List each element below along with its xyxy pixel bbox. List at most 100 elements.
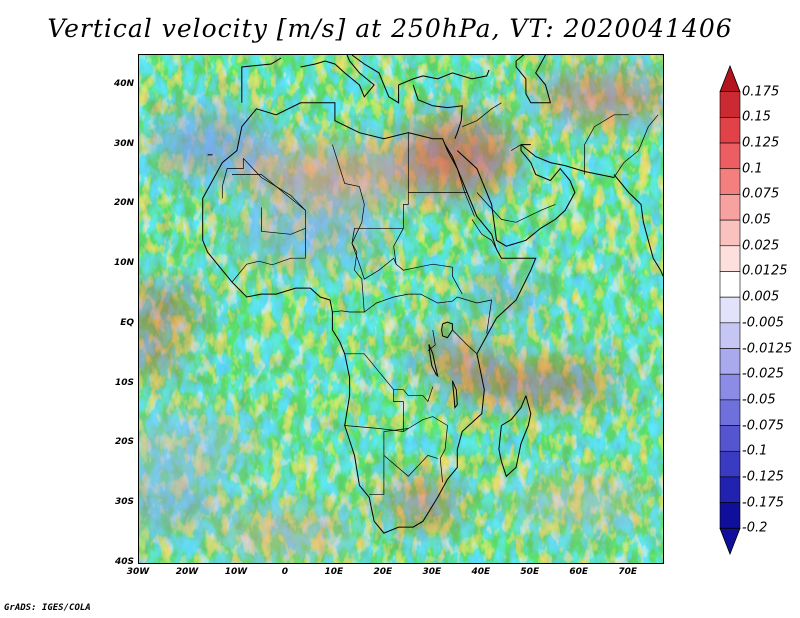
colorbar-label: 0.1: [742, 161, 763, 177]
colorbar-label: 0.05: [742, 212, 771, 228]
colorbar-swatch: [719, 322, 741, 349]
colorbar-label: 0.15: [742, 109, 771, 125]
velocity-blob: [139, 292, 204, 321]
colorbar-label: -0.175: [742, 495, 784, 511]
coastline: [444, 144, 458, 169]
velocity-blob: [509, 481, 650, 526]
velocity-blob: [440, 367, 621, 400]
velocity-blob: [244, 148, 425, 201]
colorbar-label: -0.075: [742, 418, 784, 434]
colorbar-swatch: [719, 425, 741, 452]
country-border: [344, 353, 434, 403]
coastline: [451, 380, 458, 409]
coastline: [412, 84, 463, 139]
colorbar-label: 0.125: [742, 135, 780, 151]
country-border: [456, 168, 475, 217]
map-title: Vertical velocity [m/s] at 250hPa, VT: 2…: [47, 14, 733, 43]
colorbar-legend: 0.175 0.15 0.125 0.1 0.075 0.05 0.025 0.0125 0.0…: [718, 60, 800, 560]
colorbar-swatch: [719, 502, 741, 529]
colorbar-label: -0.2: [742, 520, 768, 536]
colorbar-swatch: [719, 450, 741, 478]
coastline: [422, 69, 490, 80]
colorbar-swatch: [719, 219, 741, 247]
velocity-blob: [383, 481, 464, 526]
country-border: [231, 228, 306, 283]
country-border: [452, 329, 478, 355]
country-border: [393, 389, 404, 432]
vertical-velocity-field: [139, 55, 663, 563]
colorbar-label: -0.005: [742, 315, 784, 331]
lon-label: 70E: [618, 567, 638, 577]
map-plot-area[interactable]: [138, 54, 664, 564]
colorbar-swatch: [719, 168, 741, 195]
lon-label: 40E: [471, 567, 491, 577]
coastline: [613, 174, 663, 277]
lat-label: 40S: [114, 557, 134, 567]
lat-label: 30S: [114, 497, 134, 508]
velocity-blob: [534, 74, 663, 119]
coastline: [498, 395, 532, 478]
coastline: [441, 321, 453, 339]
country-border: [476, 192, 556, 223]
country-border: [332, 243, 365, 313]
lat-label: 10S: [114, 377, 134, 388]
lat-label: 10N: [113, 258, 134, 269]
latitude-axis-labels: 40N 30N 20N 10N EQ 10S 20S 30S 40S: [100, 0, 134, 618]
country-border: [243, 158, 306, 235]
colorbar-swatch: [719, 245, 741, 272]
country-border: [462, 102, 502, 128]
country-border: [383, 428, 409, 456]
lon-label: 10E: [324, 567, 344, 577]
country-border: [232, 174, 306, 211]
country-border: [369, 455, 385, 495]
colorbar-swatch: [719, 399, 741, 426]
colorbar-top-arrow: [719, 64, 741, 93]
coastline: [202, 102, 537, 534]
lat-label: EQ: [120, 317, 134, 328]
lat-label: 20S: [114, 437, 134, 448]
colorbar-swatch: [719, 117, 741, 144]
colorbar-label: -0.025: [742, 366, 784, 382]
coastline: [300, 55, 375, 98]
velocity-blob: [412, 337, 493, 370]
colorbar-label: 0.175: [742, 84, 780, 100]
colorbar-swatch: [719, 194, 741, 221]
country-border: [427, 329, 436, 352]
lat-label: 20N: [113, 198, 134, 209]
grads-credit: GrADS: IGES/COLA: [4, 603, 91, 613]
colorbar-swatch: [719, 142, 741, 170]
colorbar-label: 0.005: [742, 289, 780, 305]
lon-label: 20W: [175, 567, 199, 577]
coastlines: [202, 55, 663, 534]
velocity-blob: [139, 413, 258, 474]
velocity-blob: [139, 333, 184, 374]
coastline: [515, 55, 552, 104]
colorbar-swatch: [719, 476, 741, 503]
velocity-blob: [152, 109, 273, 180]
colorbar-swatch: [719, 271, 741, 298]
lat-label: 40N: [113, 78, 134, 89]
coastline: [351, 55, 424, 104]
colorbar-swatch: [719, 296, 741, 324]
coastline: [520, 144, 615, 178]
lat-label: 30N: [113, 138, 134, 149]
lon-label: 20E: [373, 567, 393, 577]
velocity-blob: [466, 274, 547, 315]
lon-label: 0: [281, 567, 289, 577]
velocity-blob: [139, 473, 224, 534]
colorbar-label: -0.125: [742, 469, 784, 485]
coastline: [456, 144, 576, 247]
colorbar-swatch: [719, 373, 741, 401]
lon-label: 30E: [422, 567, 442, 577]
country-border: [393, 192, 463, 295]
country-border: [351, 227, 404, 280]
country-border: [364, 293, 493, 334]
colorbar-bottom-arrow: [719, 527, 741, 556]
country-border: [584, 114, 629, 175]
coastline: [241, 57, 282, 103]
country-border: [332, 144, 365, 244]
lon-label: 50E: [520, 567, 540, 577]
country-border: [511, 144, 522, 151]
velocity-blob: [230, 204, 391, 265]
colorbar-label: -0.0125: [742, 341, 793, 357]
